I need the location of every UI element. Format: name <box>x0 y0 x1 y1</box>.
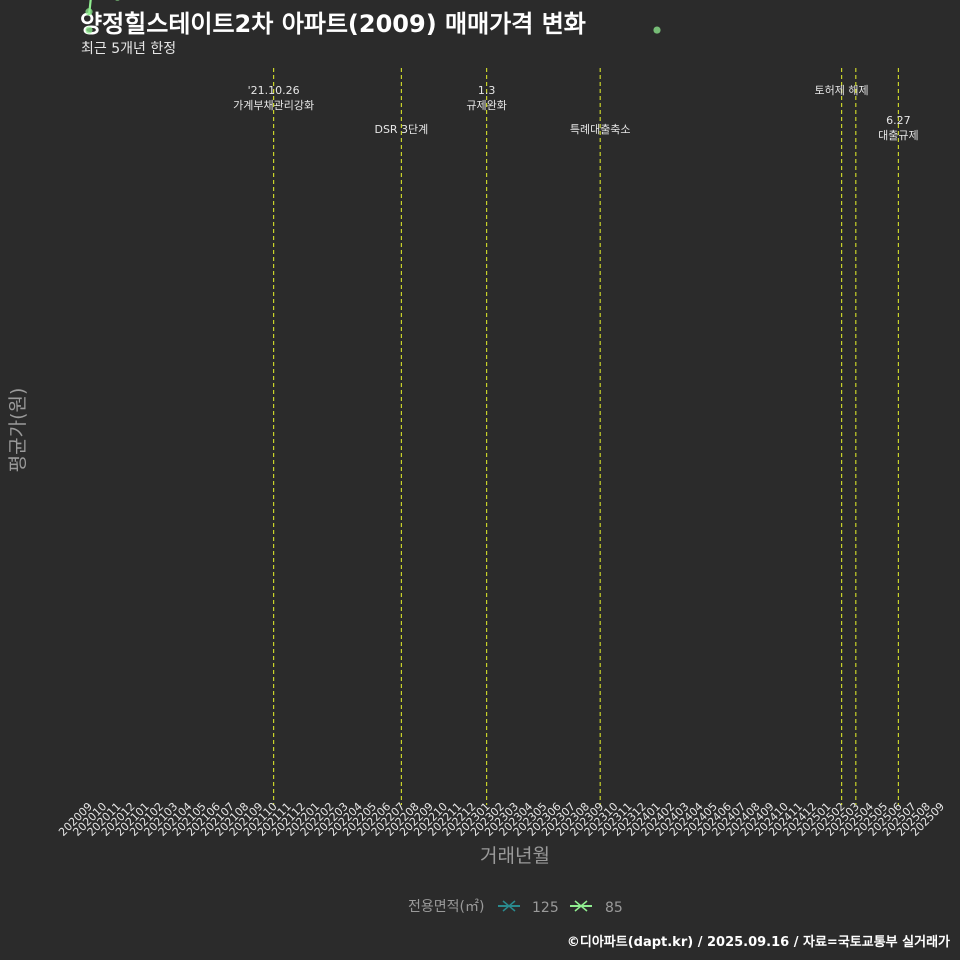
event-label: 6.27 <box>886 114 911 127</box>
chart-title: 양정힐스테이트2차 아파트(2009) 매매가격 변화 <box>80 10 586 38</box>
event-label: 규제완화 <box>466 99 506 112</box>
legend-title: 전용면적(㎡) <box>408 899 484 915</box>
data-point-85 <box>653 26 661 34</box>
data-point-85 <box>85 26 93 34</box>
event-label: DSR 3단계 <box>374 123 428 136</box>
series-line-85 <box>87 0 92 16</box>
event-label: 토허제 해제 <box>815 83 869 97</box>
x-tick-labels: 2020092020102020112020122021012021022021… <box>56 800 947 839</box>
chart-subtitle: 최근 5개년 한정 <box>81 41 177 57</box>
y-axis-title: 평균가(원) <box>7 388 29 473</box>
event-label: 1.3 <box>478 84 496 97</box>
legend-item-125: 125 <box>498 900 559 916</box>
legend-label-125: 125 <box>532 900 559 916</box>
source-caption: ©디아파트(dapt.kr) / 2025.09.16 / 자료=국토교통부 실… <box>566 935 950 950</box>
data-point-85 <box>85 8 93 16</box>
event-label: 가계부채관리강화 <box>233 99 314 112</box>
legend: 전용면적(㎡) 125 85 <box>408 899 623 916</box>
legend-cross-85 <box>574 900 588 912</box>
data-point-85 <box>115 0 120 1</box>
legend-item-85: 85 <box>570 900 623 916</box>
x-axis-title: 거래년월 <box>480 845 550 867</box>
event-label: '21.10.26 <box>248 84 300 97</box>
series-layer <box>85 0 661 34</box>
event-label: 특례대출축소 <box>570 123 631 136</box>
legend-cross-125 <box>502 900 516 912</box>
event-label: 대출규제 <box>878 129 918 142</box>
legend-label-85: 85 <box>605 900 623 916</box>
